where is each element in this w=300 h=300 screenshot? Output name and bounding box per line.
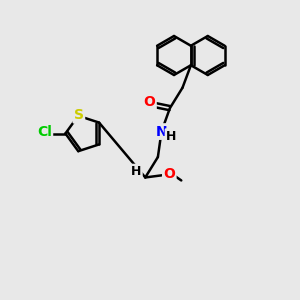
Text: S: S [74, 108, 84, 122]
Text: H: H [131, 165, 142, 178]
Text: Cl: Cl [37, 125, 52, 139]
Text: O: O [143, 95, 155, 110]
Text: N: N [156, 124, 167, 139]
Text: O: O [163, 167, 175, 181]
Text: H: H [166, 130, 176, 142]
